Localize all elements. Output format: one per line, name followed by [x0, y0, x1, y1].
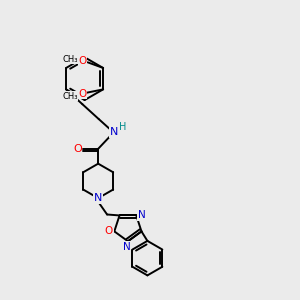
- Text: N: N: [110, 128, 118, 137]
- Text: N: N: [94, 193, 102, 203]
- Text: CH₃: CH₃: [62, 92, 78, 101]
- Text: O: O: [78, 56, 86, 65]
- Text: N: N: [122, 242, 130, 252]
- Text: CH₃: CH₃: [62, 55, 78, 64]
- Text: O: O: [73, 144, 82, 154]
- Text: H: H: [119, 122, 127, 131]
- Text: N: N: [138, 210, 146, 220]
- Text: O: O: [105, 226, 113, 236]
- Text: O: O: [78, 89, 86, 99]
